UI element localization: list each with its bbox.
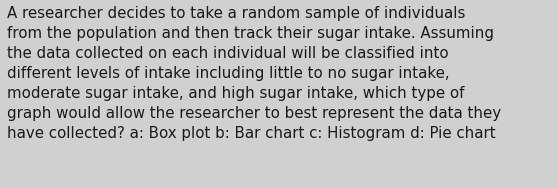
- Text: A researcher decides to take a random sample of individuals
from the population : A researcher decides to take a random sa…: [7, 6, 501, 141]
